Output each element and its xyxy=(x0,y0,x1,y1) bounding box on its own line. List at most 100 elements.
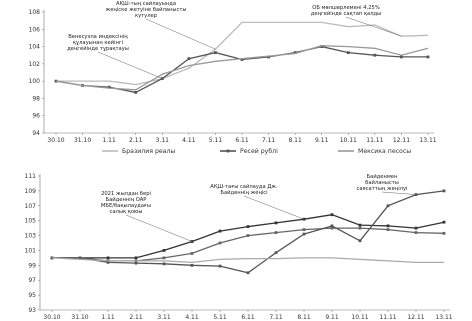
series-3-point xyxy=(106,260,110,264)
annotation-text: 2021 жылдан бері Байденнің OAP MБЕ/бақылау… xyxy=(101,191,151,215)
series-3-point xyxy=(190,263,194,267)
series-3-point xyxy=(162,262,166,266)
series-2-point xyxy=(414,231,418,234)
x-tick-label: 13.11 xyxy=(419,137,436,144)
series-2-point xyxy=(302,228,306,231)
annotation-text: Венесуэла индексінің құлауынан кейінгі дең… xyxy=(67,34,129,52)
series-2-point xyxy=(330,226,334,230)
series-line-2 xyxy=(55,45,428,94)
series-3-point xyxy=(302,232,306,236)
series-2-point xyxy=(293,51,297,55)
x-tick-label: 4.11 xyxy=(182,137,196,144)
x-tick-label: 11.11 xyxy=(379,314,396,321)
x-tick-label: 3.11 xyxy=(157,314,171,321)
series-1-point xyxy=(162,249,166,252)
series-3-point xyxy=(78,256,82,260)
series-1-point xyxy=(358,223,362,227)
series-1-point xyxy=(218,229,222,233)
x-tick-label: 13.11 xyxy=(435,314,452,321)
series-2-point xyxy=(346,51,350,55)
y-tick-label: 100 xyxy=(29,78,41,85)
series-3-point xyxy=(442,189,446,193)
x-tick-label: 8.11 xyxy=(297,314,311,321)
y-tick-label: 108 xyxy=(29,9,41,16)
annotation-pointer xyxy=(145,18,216,50)
legend-marker xyxy=(226,149,230,153)
annotation-text: АҚШ-тағы сайлауда Дж. Байденнің жеңісі xyxy=(210,183,278,196)
annotation-pointer xyxy=(345,16,402,37)
series-2-point xyxy=(214,51,217,55)
series-2-point xyxy=(134,90,138,94)
series-1-point xyxy=(442,220,446,224)
annotation-text: ОБ мөлшерлемені 4,25% деңгейінде сақтап қ… xyxy=(311,5,381,17)
x-tick-label: 7.11 xyxy=(269,314,283,321)
x-tick-label: 2.11 xyxy=(129,314,143,321)
series-1-point xyxy=(106,256,110,260)
series-3-point xyxy=(274,251,278,255)
series-2-point xyxy=(218,241,222,245)
x-tick-label: 10.11 xyxy=(351,314,368,321)
annotation-pointer xyxy=(97,51,163,79)
y-tick-label: 93 xyxy=(28,307,36,314)
y-tick-label: 94 xyxy=(32,130,40,137)
x-tick-label: 11.11 xyxy=(366,137,383,144)
annotation-pointer xyxy=(381,191,417,195)
x-tick-label: 2.11 xyxy=(129,137,143,144)
series-2-point xyxy=(162,256,166,260)
x-tick-label: 10.11 xyxy=(340,137,357,144)
series-1-point xyxy=(414,226,418,230)
x-tick-label: 30.10 xyxy=(47,137,64,144)
x-tick-label: 4.11 xyxy=(185,314,199,321)
series-3-point xyxy=(358,239,362,243)
series-2-point xyxy=(426,55,430,59)
y-tick-label: 107 xyxy=(25,203,37,210)
x-tick-label: 9.11 xyxy=(315,137,329,144)
x-tick-label: 5.11 xyxy=(209,137,223,144)
y-tick-label: 105 xyxy=(25,218,37,225)
series-3-point xyxy=(246,271,250,275)
series-line-2 xyxy=(52,227,445,262)
series-2-point xyxy=(240,58,244,61)
y-tick-label: 95 xyxy=(28,292,36,299)
x-tick-label: 3.11 xyxy=(156,137,170,144)
x-tick-label: 8.11 xyxy=(288,137,302,144)
y-tick-label: 97 xyxy=(28,277,36,284)
annotation-pointer xyxy=(125,214,193,242)
series-3-point xyxy=(386,204,390,208)
x-tick-label: 12.11 xyxy=(407,314,424,321)
y-tick-label: 104 xyxy=(29,44,41,51)
legend-label: Бразилия реалы xyxy=(122,148,175,155)
y-tick-label: 109 xyxy=(25,188,37,195)
series-1-point xyxy=(274,221,278,225)
series-3-point xyxy=(218,264,222,268)
series-2-point xyxy=(274,231,278,234)
series-1-point xyxy=(246,225,250,229)
x-tick-label: 30.10 xyxy=(43,314,60,321)
x-tick-label: 9.11 xyxy=(325,314,339,321)
series-3-point xyxy=(134,261,138,265)
x-tick-label: 6.11 xyxy=(241,314,255,321)
y-tick-label: 99 xyxy=(28,262,36,269)
y-tick-label: 101 xyxy=(25,247,37,254)
series-2-point xyxy=(107,85,111,89)
series-line-1 xyxy=(56,21,429,86)
legend-label: Мексика песосы xyxy=(358,148,411,155)
x-tick-label: 12.11 xyxy=(393,137,410,144)
y-tick-label: 96 xyxy=(32,113,40,120)
series-line-4 xyxy=(51,257,444,264)
series-2-point xyxy=(386,228,390,231)
series-line-3 xyxy=(55,45,429,91)
x-tick-label: 5.11 xyxy=(213,314,227,321)
legend-label: Ресей рублі xyxy=(240,147,278,155)
y-tick-label: 111 xyxy=(25,173,37,180)
annotation-text: АҚШ-тың сайлауында жеңіске жетуіне байлан… xyxy=(106,0,187,19)
series-2-point xyxy=(267,55,270,59)
series-2-point xyxy=(442,231,446,235)
chart-2: 93 95 97 99 101 103 105 107 109 111 30.10 31.10 1.11… xyxy=(25,173,453,321)
x-tick-label: 7.11 xyxy=(262,137,276,144)
series-3-point xyxy=(330,224,334,228)
y-tick-label: 106 xyxy=(29,26,41,33)
series-2-point xyxy=(400,55,403,59)
y-tick-label: 102 xyxy=(29,61,41,68)
